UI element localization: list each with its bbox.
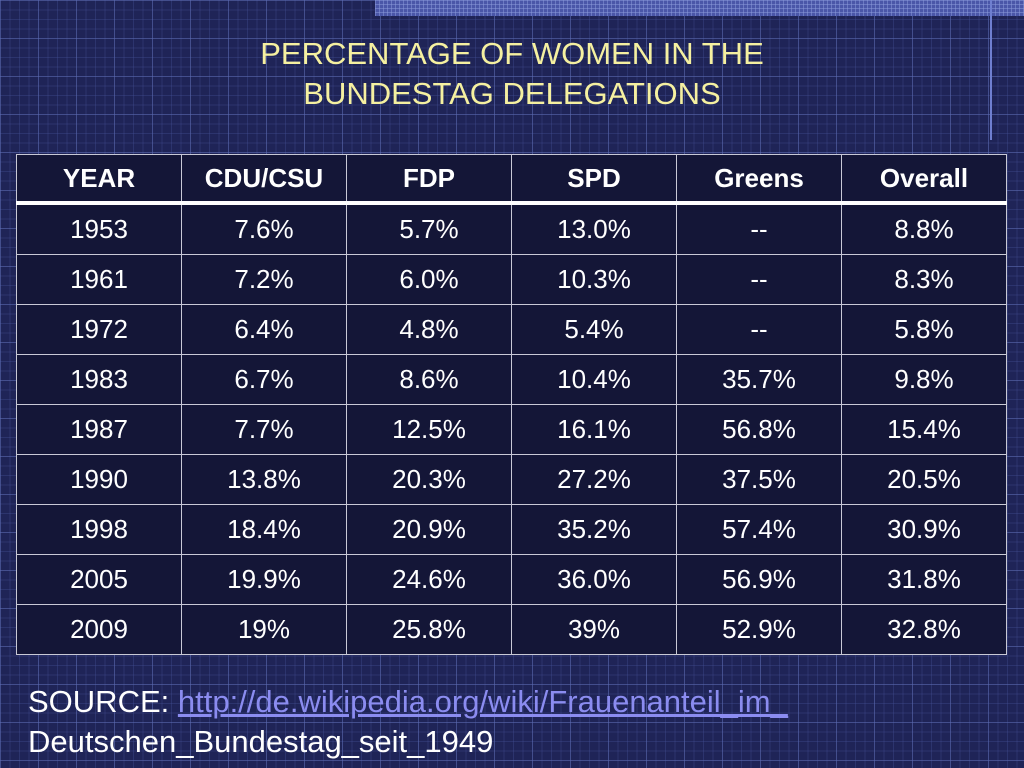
cell-spd: 5.4% [511,304,677,355]
cell-spd: 13.0% [511,202,677,255]
cell-year: 1998 [16,504,182,555]
cell-overall: 8.3% [841,254,1007,305]
table-row: 1987 7.7% 12.5% 16.1% 56.8% 15.4% [16,404,1007,455]
cell-spd: 16.1% [511,404,677,455]
source-link[interactable]: http://de.wikipedia.org/wiki/Frauenantei… [177,684,788,719]
cell-greens: -- [676,304,842,355]
cell-fdp: 4.8% [346,304,512,355]
cell-year: 2009 [16,604,182,655]
cell-fdp: 20.3% [346,454,512,505]
table-row: 2005 19.9% 24.6% 36.0% 56.9% 31.8% [16,554,1007,605]
table-row: 1998 18.4% 20.9% 35.2% 57.4% 30.9% [16,504,1007,555]
cell-cdu-csu: 7.2% [181,254,347,305]
table-row: 1972 6.4% 4.8% 5.4% -- 5.8% [16,304,1007,355]
cell-overall: 5.8% [841,304,1007,355]
column-header-cdu-csu: CDU/CSU [181,154,347,205]
slide-title: PERCENTAGE OF WOMEN IN THE BUNDESTAG DEL… [0,34,1024,114]
table-row: 1983 6.7% 8.6% 10.4% 35.7% 9.8% [16,354,1007,405]
cell-overall: 32.8% [841,604,1007,655]
cell-fdp: 20.9% [346,504,512,555]
slide-title-line-2: BUNDESTAG DELEGATIONS [303,76,721,111]
cell-greens: -- [676,202,842,255]
source-line-2: Deutschen_Bundestag_seit_1949 [28,724,494,759]
cell-greens: -- [676,254,842,305]
cell-greens: 57.4% [676,504,842,555]
cell-fdp: 6.0% [346,254,512,305]
source-label: SOURCE: [28,684,170,719]
cell-overall: 20.5% [841,454,1007,505]
cell-fdp: 25.8% [346,604,512,655]
cell-greens: 56.8% [676,404,842,455]
column-header-spd: SPD [511,154,677,205]
cell-cdu-csu: 6.4% [181,304,347,355]
cell-fdp: 12.5% [346,404,512,455]
cell-greens: 37.5% [676,454,842,505]
cell-fdp: 24.6% [346,554,512,605]
cell-overall: 9.8% [841,354,1007,405]
table-row: 1990 13.8% 20.3% 27.2% 37.5% 20.5% [16,454,1007,505]
cell-year: 1983 [16,354,182,405]
source-line-1: SOURCE: http://de.wikipedia.org/wiki/Fra… [28,682,788,722]
cell-cdu-csu: 18.4% [181,504,347,555]
table-header-row: YEAR CDU/CSU FDP SPD Greens Overall [16,154,1007,205]
column-header-fdp: FDP [346,154,512,205]
cell-spd: 39% [511,604,677,655]
table-body: 1953 7.6% 5.7% 13.0% -- 8.8% 1961 7.2% 6.0% 10.3%… [16,202,1007,655]
cell-spd: 36.0% [511,554,677,605]
cell-year: 1972 [16,304,182,355]
column-header-greens: Greens [676,154,842,205]
cell-year: 1961 [16,254,182,305]
cell-spd: 10.4% [511,354,677,405]
cell-year: 1990 [16,454,182,505]
cell-year: 1953 [16,202,182,255]
table-row: 1953 7.6% 5.7% 13.0% -- 8.8% [16,202,1007,255]
table-row: 1961 7.2% 6.0% 10.3% -- 8.3% [16,254,1007,305]
cell-spd: 27.2% [511,454,677,505]
cell-year: 1987 [16,404,182,455]
cell-cdu-csu: 7.7% [181,404,347,455]
source-citation: SOURCE: http://de.wikipedia.org/wiki/Fra… [28,682,788,762]
column-header-overall: Overall [841,154,1007,205]
cell-year: 2005 [16,554,182,605]
cell-cdu-csu: 6.7% [181,354,347,405]
decorative-header-band [375,0,1024,16]
cell-spd: 35.2% [511,504,677,555]
cell-greens: 56.9% [676,554,842,605]
decorative-vertical-line [990,0,992,140]
cell-fdp: 8.6% [346,354,512,405]
cell-greens: 35.7% [676,354,842,405]
cell-spd: 10.3% [511,254,677,305]
cell-cdu-csu: 13.8% [181,454,347,505]
cell-cdu-csu: 19% [181,604,347,655]
cell-cdu-csu: 7.6% [181,202,347,255]
cell-overall: 15.4% [841,404,1007,455]
cell-overall: 31.8% [841,554,1007,605]
women-percentage-table: YEAR CDU/CSU FDP SPD Greens Overall 1953… [16,154,1007,655]
cell-fdp: 5.7% [346,202,512,255]
cell-overall: 8.8% [841,202,1007,255]
table-row: 2009 19% 25.8% 39% 52.9% 32.8% [16,604,1007,655]
cell-cdu-csu: 19.9% [181,554,347,605]
column-header-year: YEAR [16,154,182,205]
slide-title-line-1: PERCENTAGE OF WOMEN IN THE [260,36,764,71]
cell-greens: 52.9% [676,604,842,655]
cell-overall: 30.9% [841,504,1007,555]
